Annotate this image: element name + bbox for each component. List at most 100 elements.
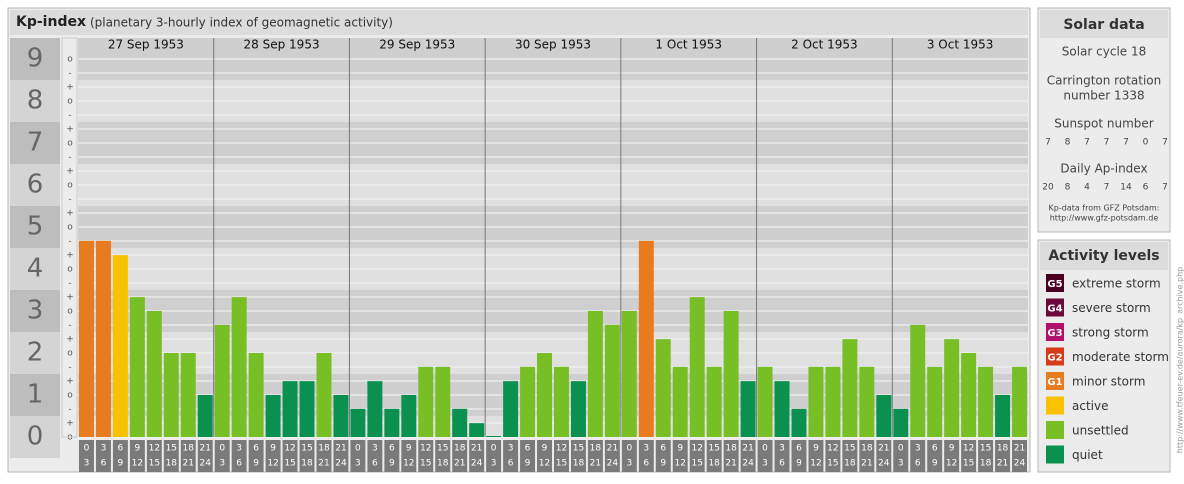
minor-tick-label: -	[68, 69, 71, 79]
hour-to: 21	[590, 459, 601, 469]
hour-from: 15	[301, 444, 312, 454]
hour-from: 0	[762, 444, 768, 454]
minor-tick-label: o	[67, 391, 73, 401]
bar	[130, 297, 145, 437]
bar	[198, 395, 213, 437]
bar	[571, 381, 586, 437]
bar	[961, 353, 976, 437]
ap-value: 7	[1104, 183, 1110, 193]
bar	[418, 367, 433, 437]
hour-to: 24	[335, 459, 347, 469]
hour-to: 12	[675, 459, 686, 469]
hour-from: 21	[335, 444, 346, 454]
legend-swatch	[1046, 421, 1064, 439]
hour-to: 9	[253, 459, 259, 469]
chart-subtitle: (planetary 3-hourly index of geomagnetic…	[90, 16, 393, 30]
ap-value: 8	[1065, 183, 1071, 193]
bar	[910, 325, 925, 437]
minor-tick-label: -	[68, 279, 71, 289]
hour-to: 18	[980, 459, 992, 469]
hour-from: 21	[471, 444, 482, 454]
hour-to: 6	[643, 459, 649, 469]
minor-tick-label: o	[67, 223, 73, 233]
hour-from: 15	[844, 444, 855, 454]
hour-from: 21	[742, 444, 753, 454]
hour-to: 12	[539, 459, 550, 469]
hour-to: 18	[573, 459, 585, 469]
hour-to: 6	[236, 459, 242, 469]
bar	[215, 325, 230, 437]
hour-to: 21	[861, 459, 872, 469]
bar	[842, 339, 857, 437]
bar	[164, 353, 179, 437]
bar	[554, 367, 569, 437]
hour-from: 9	[677, 444, 683, 454]
minor-tick-label: -	[68, 363, 71, 373]
hour-to: 24	[742, 459, 754, 469]
minor-tick-label: o	[67, 55, 73, 65]
bar	[79, 241, 94, 437]
hour-to: 24	[471, 459, 483, 469]
carrington: number 1338	[1063, 89, 1144, 103]
activity-title: Activity levels	[1048, 248, 1159, 264]
bar	[639, 241, 654, 437]
minor-tick-label: +	[66, 83, 74, 93]
hour-from: 6	[932, 444, 938, 454]
minor-tick-label: o	[67, 181, 73, 191]
y-tick-label: 0	[27, 422, 44, 452]
hour-to: 21	[997, 459, 1008, 469]
hour-from: 18	[590, 444, 602, 454]
hour-from: 9	[542, 444, 548, 454]
minor-tick-label: +	[66, 335, 74, 345]
bar	[435, 367, 450, 437]
bar	[622, 311, 637, 437]
hour-from: 15	[708, 444, 719, 454]
y-tick-label: 6	[27, 170, 44, 200]
hour-to: 15	[691, 459, 702, 469]
hour-to: 9	[525, 459, 531, 469]
bar	[283, 381, 298, 437]
hour-to: 24	[607, 459, 619, 469]
hour-to: 12	[403, 459, 414, 469]
bar	[384, 409, 399, 437]
hour-from: 21	[878, 444, 889, 454]
hour-to: 12	[946, 459, 957, 469]
bar	[181, 353, 196, 437]
day-label: 27 Sep 1953	[108, 38, 184, 52]
legend-label: minor storm	[1072, 375, 1145, 389]
legend-swatch	[1046, 446, 1064, 464]
minor-tick-label: -	[68, 321, 71, 331]
minor-tick-label: +	[66, 419, 74, 429]
minor-tick-label: -	[68, 237, 71, 247]
hour-to: 21	[318, 459, 329, 469]
bar	[792, 409, 807, 437]
hour-to: 3	[219, 459, 225, 469]
hour-to: 15	[556, 459, 567, 469]
legend-code: G2	[1047, 353, 1062, 364]
hour-from: 6	[389, 444, 395, 454]
legend-label: moderate storm	[1072, 350, 1169, 364]
hour-from: 3	[101, 444, 107, 454]
bar	[741, 381, 756, 437]
hour-from: 9	[135, 444, 141, 454]
bar	[995, 395, 1010, 437]
sunspot-value: 7	[1162, 138, 1168, 148]
hour-from: 21	[200, 444, 211, 454]
hour-to: 24	[1014, 459, 1026, 469]
hour-from: 12	[827, 444, 838, 454]
sunspot-value: 7	[1045, 138, 1051, 148]
legend-swatch	[1046, 397, 1064, 415]
hour-from: 18	[861, 444, 873, 454]
hour-to: 15	[827, 459, 838, 469]
hour-to: 18	[844, 459, 856, 469]
hour-from: 3	[508, 444, 514, 454]
bar	[808, 367, 823, 437]
sunspot-value: 7	[1084, 138, 1090, 148]
legend-code: G5	[1047, 279, 1062, 290]
bar	[367, 381, 382, 437]
bar	[944, 339, 959, 437]
hour-to: 6	[372, 459, 378, 469]
y-tick-label: 3	[27, 296, 44, 326]
hour-from: 3	[779, 444, 785, 454]
